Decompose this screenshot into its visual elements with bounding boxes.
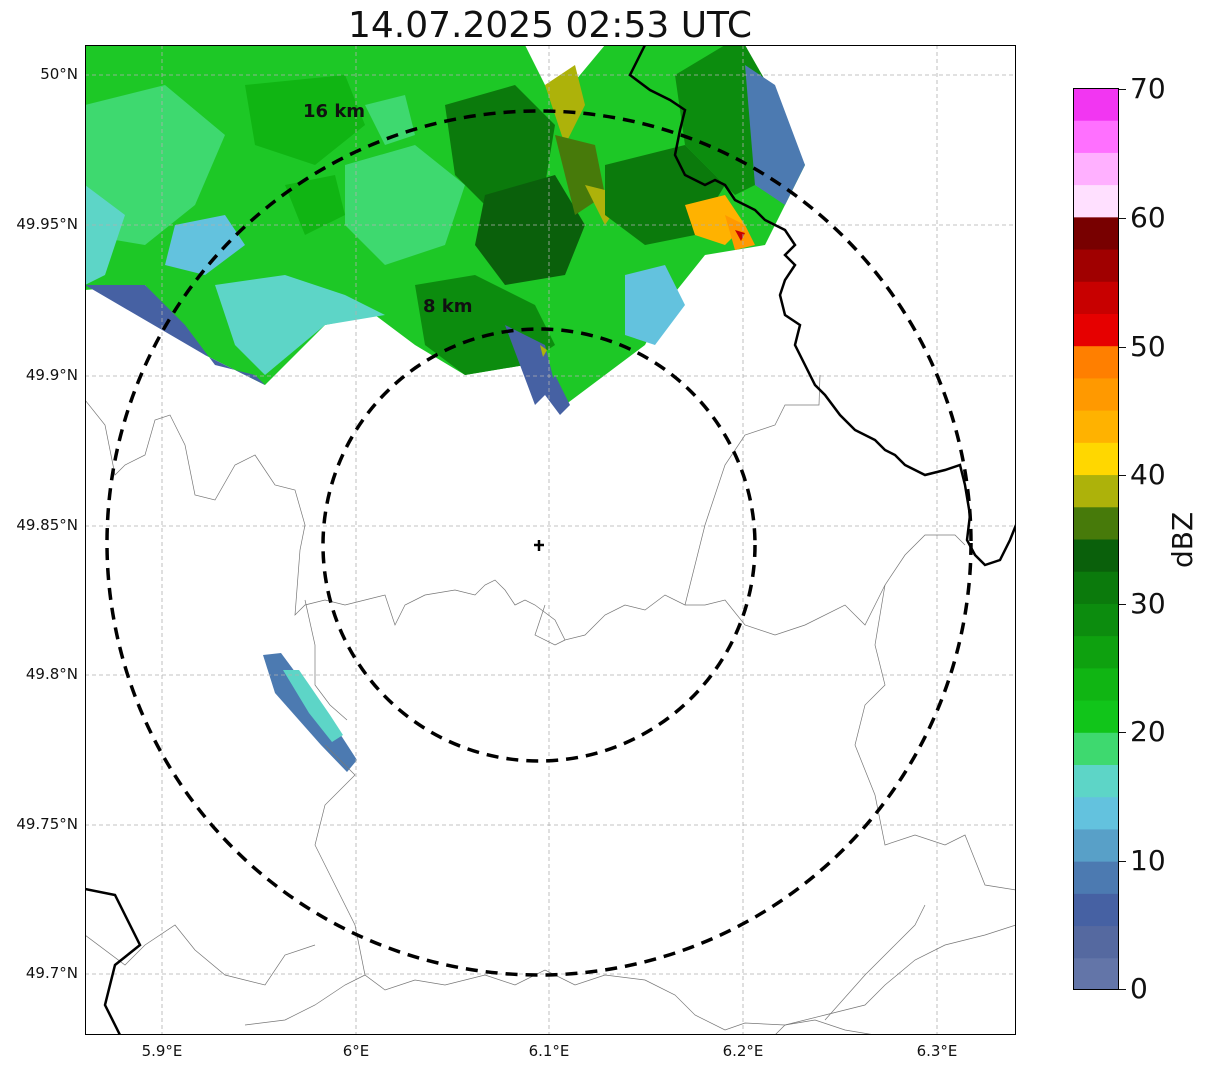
colorbar-segment [1073,281,1119,314]
lon-tick: 5.9°E [141,1042,183,1060]
colorbar-frame [1073,88,1119,990]
colorbar-segment [1073,861,1119,894]
colorbar-segment [1073,603,1119,637]
cb-tick [1119,475,1126,476]
colorbar-segment [1073,88,1119,121]
lon-tick: 6°E [342,1042,370,1060]
grid-lines [85,45,1016,1035]
plus-icon [534,540,544,551]
national-border-sw [85,887,142,1035]
colorbar-segment [1073,571,1119,604]
cb-tick [1119,861,1126,862]
colorbar-tick-label: 30 [1130,587,1166,620]
colorbar-segment [1073,828,1119,862]
admin-boundaries [85,374,1016,1035]
colorbar-segment [1073,667,1119,701]
colorbar-segment [1073,796,1119,830]
colorbar-tick-label: 40 [1130,458,1166,491]
lat-tick: 49.85°N [16,516,78,534]
colorbar-segment [1073,474,1119,508]
colorbar [1073,88,1119,990]
colorbar-segment [1073,410,1119,443]
colorbar-tick-label: 0 [1130,972,1148,1005]
colorbar-segment [1073,249,1119,282]
colorbar-segment [1073,377,1119,411]
colorbar-segment [1073,539,1119,572]
colorbar-segment [1073,700,1119,733]
colorbar-segment [1073,925,1119,959]
lon-tick: 6.3°E [916,1042,958,1060]
colorbar-title: dBZ [1166,511,1199,568]
colorbar-tick-label: 70 [1130,72,1166,105]
colorbar-tick-label: 50 [1130,330,1166,363]
lat-tick: 50°N [40,65,78,83]
cb-tick [1119,347,1126,348]
colorbar-tick-label: 60 [1130,201,1166,234]
lon-tick: 6.2°E [722,1042,764,1060]
colorbar-segment [1073,506,1119,540]
colorbar-segment [1073,764,1119,798]
chart-title: 14.07.2025 02:53 UTC [347,5,753,46]
lat-tick: 49.7°N [25,964,78,982]
map-frame [85,45,1016,1035]
colorbar-segment [1073,893,1119,927]
colorbar-tick-label: 10 [1130,844,1166,877]
range-ring-16km [105,109,973,977]
cb-tick [1119,989,1126,990]
colorbar-segment [1073,732,1119,765]
lat-tick: 49.8°N [25,665,78,683]
colorbar-segment [1073,313,1119,347]
lat-tick: 49.9°N [25,366,78,384]
lat-tick: 49.95°N [16,215,78,233]
colorbar-segment [1073,635,1119,669]
radar-map[interactable]: 8 km 16 km [85,45,1016,1035]
colorbar-segment [1073,184,1119,218]
colorbar-segment [1073,216,1119,250]
national-border [628,45,1016,567]
colorbar-segment [1073,442,1119,476]
colorbar-segment [1073,957,1119,990]
lon-tick: 6.1°E [528,1042,570,1060]
colorbar-segment [1073,152,1119,186]
cb-tick [1119,732,1126,733]
colorbar-tick-label: 20 [1130,715,1166,748]
ring-label-8km: 8 km [423,296,473,317]
lat-tick: 49.75°N [16,815,78,833]
colorbar-segment [1073,345,1119,379]
ring-label-16km: 16 km [303,101,365,122]
cb-tick [1119,89,1126,90]
range-ring-8km [321,327,757,763]
cb-tick [1119,218,1126,219]
cb-tick [1119,604,1126,605]
colorbar-segment [1073,120,1119,153]
